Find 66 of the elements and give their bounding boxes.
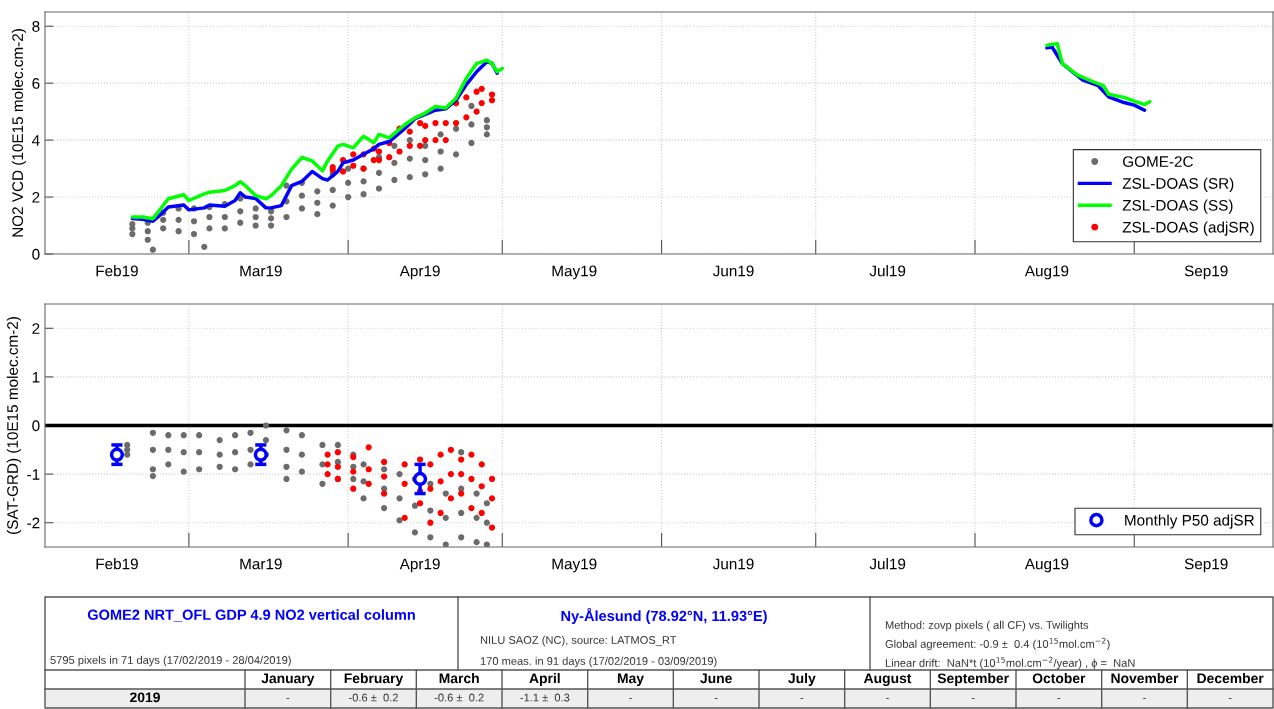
category-label: April [529,673,560,686]
category-label: May [617,673,644,686]
text: -0.6 ± 0.2 [349,693,398,702]
y-axis-title: NO2 VCD (10E15 molec.cm-2) [11,29,27,237]
x-tick-label: May19 [552,265,597,280]
text: - [629,697,632,699]
text: -1.1 ± 0.3 [520,693,570,702]
x-tick-label: Jun19 [712,265,754,277]
text: - [886,697,889,699]
category-label: August [863,673,912,686]
category-label: July [788,673,816,686]
text: 5795 pixels in 71 days (17/02/2019 - 28/04/2019) [50,655,291,667]
legend-label: GOME-2C [1123,156,1193,167]
x-tick-label: Jul19 [869,265,906,277]
text: Global agreement: -0.9 ± 0.4 (10$^{15}$mol.cm$^{−2}$) [885,637,1110,651]
y-axis-title: (SAT-GRD) (10E15 molec.cm-2) [6,317,21,534]
y-tick-label: 0 [32,248,40,260]
text: - [971,697,975,699]
y-tick-label: 6 [32,78,40,89]
category-label: November [1111,673,1179,684]
x-tick-label: Apr19 [399,558,440,573]
y-tick-label: 2 [32,191,40,203]
category-label: 2019 [130,692,160,703]
x-tick-label: Mar19 [240,265,282,277]
x-tick-label: Aug19 [1024,558,1069,573]
x-tick-label: Apr19 [399,265,440,280]
legend-label: ZSL-DOAS (SR) [1122,177,1234,192]
x-tick-label: Mar19 [240,558,282,570]
legend-label: Monthly P50 adjSR [1125,514,1254,529]
y-tick-label: 0 [32,420,40,432]
text: - [1228,697,1232,699]
text: - [1143,697,1146,699]
legend-label: ZSL-DOAS (adjSR) [1122,221,1254,236]
y-tick-label: 4 [31,135,40,146]
category-label: June [700,673,732,684]
text: Linear drift: NaN*t (10$^{15}$mol.cm$^{−2}$/year) , ϕ = NaN [885,656,1135,670]
text: - [714,697,718,699]
text: NILU SAOZ (NC), source: LATMOS_RT [480,635,677,647]
text: - [800,697,804,699]
category-label: January [261,673,315,686]
text: - [1057,697,1061,699]
text: 170 meas. in 91 days (17/02/2019 - 03/09/2019) [480,656,717,668]
y-tick-label: 8 [32,21,40,32]
category-label: March [439,673,479,684]
category-label: September [937,673,1009,686]
text: - [286,697,290,699]
category-label: October [1032,673,1086,684]
y-tick-label: 1 [32,371,40,383]
x-tick-label: May19 [552,558,597,573]
x-tick-label: Jul19 [869,558,906,570]
text: Method: zovp pixels ( all CF) vs. Twilights [885,620,1089,632]
legend-label: ZSL-DOAS (SS) [1122,199,1233,214]
x-tick-label: Sep19 [1184,265,1228,280]
x-tick-label: Aug19 [1024,265,1069,280]
y-tick-label: -1 [27,469,40,480]
x-tick-label: Jun19 [712,558,754,570]
text: -0.6 ± 0.2 [434,693,484,702]
text: Ny-Ålesund (78.92°N, 11.93°E) [561,608,767,624]
x-tick-label: Feb19 [96,558,138,570]
x-tick-label: Feb19 [96,265,138,277]
y-tick-label: -2 [27,517,40,529]
category-label: February [344,673,404,686]
x-tick-label: Sep19 [1184,558,1228,573]
text: GOME2 NRT_OFL GDP 4.9 NO2 vertical column [87,609,415,622]
y-tick-label: 2 [32,323,40,334]
category-label: December [1197,673,1264,684]
